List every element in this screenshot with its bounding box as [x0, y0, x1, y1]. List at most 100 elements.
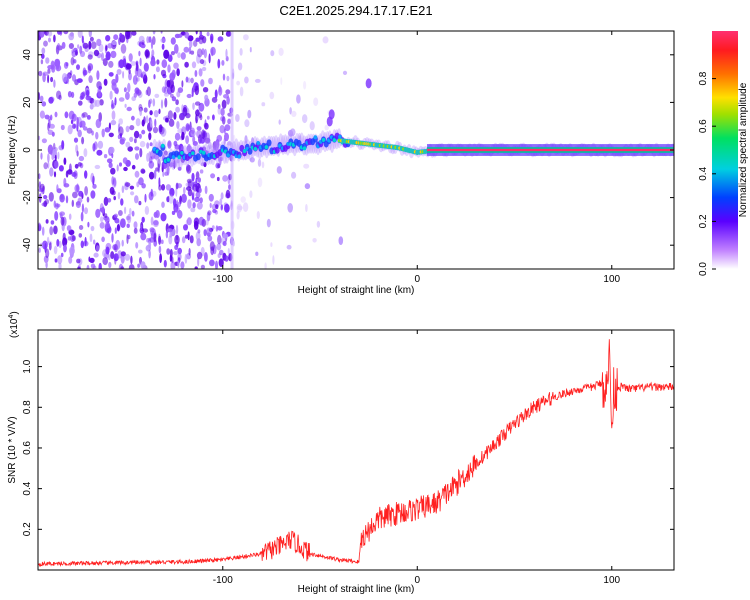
heatmap-cell [105, 45, 108, 51]
heatmap-cell [205, 219, 209, 226]
snr-panel: -100 0 100 0.2 0.4 0.6 0.8 1.0 Height of strai… [7, 311, 675, 595]
heatmap-cell [206, 211, 211, 222]
heatmap-cell [95, 118, 102, 129]
heatmap-cell [56, 188, 62, 194]
snr-x-tick-label: -100 [213, 575, 233, 586]
svg-text:(x104): (x104) [8, 311, 20, 338]
heatmap-cell [166, 80, 171, 88]
heatmap-cell [169, 72, 176, 81]
heatmap-cell [140, 261, 146, 269]
heatmap-cell [81, 136, 85, 145]
heatmap-cell [173, 198, 177, 208]
heatmap-cell [160, 239, 164, 245]
heatmap-cell [221, 60, 225, 66]
colorbar-ticks: 0.0 0.2 0.4 0.6 0.8 [698, 71, 716, 276]
heatmap-cell [63, 61, 69, 69]
heatmap-cell [146, 238, 150, 243]
heatmap-cell [196, 201, 203, 210]
heatmap-cell [100, 216, 104, 223]
heatmap-cell [139, 148, 143, 158]
heatmap-cell [190, 77, 194, 84]
heatmap-cell [177, 201, 181, 207]
heatmap-cell [48, 96, 54, 104]
heatmap-cell [176, 199, 179, 210]
heatmap-cell [133, 92, 138, 98]
heatmap-cell [72, 59, 77, 64]
heatmap-cell [164, 171, 169, 176]
heatmap-cell [103, 196, 109, 206]
heatmap-cell [67, 91, 72, 98]
heatmap-cell [146, 152, 150, 162]
heatmap-cell [338, 236, 344, 246]
heatmap-cell [78, 225, 84, 230]
heatmap-cell [47, 122, 50, 132]
heatmap-cell [216, 226, 223, 231]
heatmap-cell [191, 192, 195, 201]
heatmap-cell [128, 264, 135, 269]
heatmap-cell [59, 193, 65, 203]
heatmap-cell [220, 107, 225, 117]
spectrogram-y-tick-label: 40 [22, 49, 33, 61]
heatmap-ridge-hot [321, 138, 326, 143]
heatmap-cell [140, 232, 147, 241]
heatmap-cell [47, 65, 53, 70]
spectrogram-y-tick-label: 20 [22, 96, 33, 108]
heatmap-cell [113, 196, 116, 201]
heatmap-cell [146, 86, 151, 97]
heatmap-cell [109, 146, 115, 154]
heatmap-cell [161, 201, 165, 208]
heatmap-cell [194, 266, 198, 269]
heatmap-cell [193, 220, 199, 230]
heatmap-cell [143, 116, 146, 125]
heatmap-cell [111, 40, 117, 46]
heatmap-cell [53, 171, 57, 178]
heatmap-cell [152, 31, 156, 35]
heatmap-cell [60, 252, 64, 258]
snr-y-tick-label: 1.0 [22, 359, 33, 373]
heatmap-cell [71, 50, 77, 58]
heatmap-cell [195, 231, 201, 241]
heatmap-cell [50, 114, 53, 121]
heatmap-cell [68, 229, 75, 236]
heatmap-cell [124, 206, 127, 215]
heatmap-cell [183, 186, 186, 195]
heatmap-cell [114, 97, 117, 106]
heatmap-cell [181, 131, 185, 141]
heatmap-cell [129, 136, 134, 143]
heatmap-cell [240, 196, 246, 203]
heatmap-cell [108, 60, 114, 68]
heatmap-cell [54, 154, 57, 161]
heatmap-cell [324, 124, 329, 131]
colorbar-tick-label: 0.6 [698, 119, 709, 133]
heatmap-cell [176, 121, 180, 129]
heatmap-cell [115, 239, 121, 250]
heatmap-ridge-hot [180, 150, 184, 155]
heatmap-cell [187, 35, 194, 42]
heatmap-cell [165, 230, 169, 239]
heatmap-cell [38, 187, 44, 193]
heatmap-cell [183, 46, 190, 53]
heatmap-cell [71, 199, 75, 207]
heatmap-cell [255, 251, 259, 256]
heatmap-cell [148, 171, 155, 180]
heatmap-cell [202, 87, 209, 93]
heatmap-cell [177, 128, 184, 134]
heatmap-cell [174, 234, 180, 245]
heatmap-cell [38, 247, 41, 253]
heatmap-cell [225, 31, 232, 37]
heatmap-cell [158, 235, 162, 245]
heatmap-cell [73, 47, 78, 53]
heatmap-cell [157, 158, 161, 168]
heatmap-cell [215, 204, 219, 210]
heatmap-cell [140, 43, 146, 49]
heatmap-cell [39, 95, 44, 103]
figure-title: C2E1.2025.294.17.17.E21 [279, 3, 432, 18]
heatmap-cell [53, 79, 56, 88]
heatmap-cell [110, 167, 116, 175]
heatmap-cell [204, 252, 208, 262]
heatmap-cell [43, 40, 48, 47]
heatmap-cell [113, 34, 119, 41]
heatmap-cell [209, 33, 214, 43]
heatmap-cell [97, 140, 104, 149]
heatmap-cell [130, 61, 137, 66]
